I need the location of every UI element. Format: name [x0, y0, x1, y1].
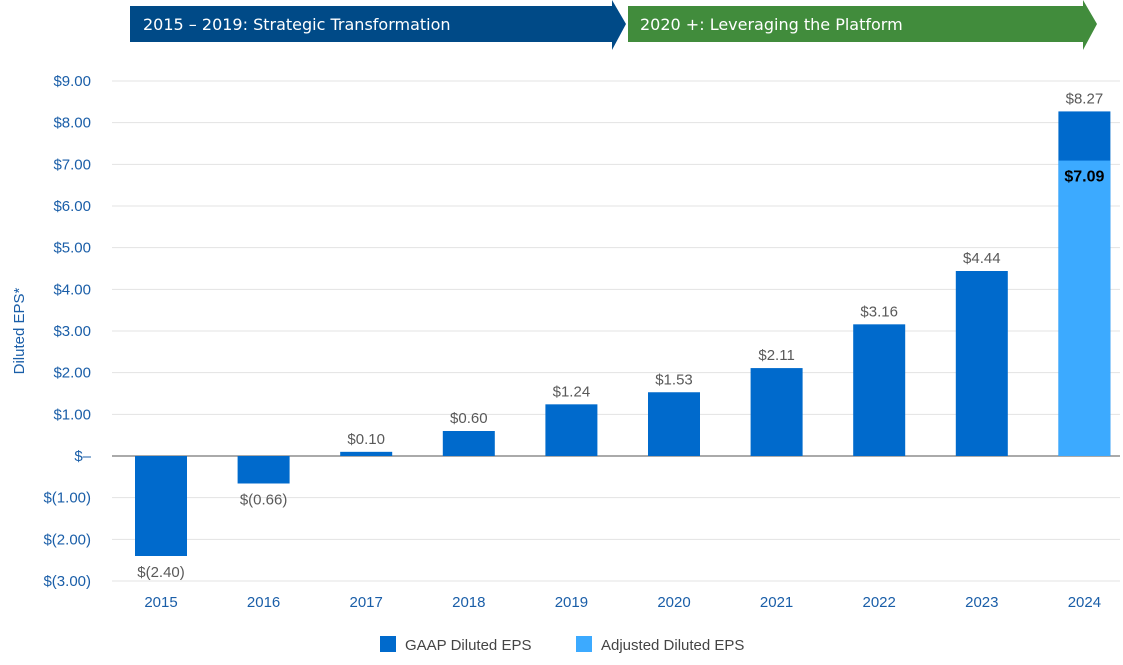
x-tick-label: 2019: [555, 594, 588, 611]
bar-gaap-2016: [237, 456, 290, 484]
x-tick-label: 2015: [144, 594, 177, 611]
data-label: $8.27: [1066, 90, 1104, 107]
bar-gaap-2018: [442, 431, 495, 456]
data-label: $1.53: [655, 371, 693, 388]
y-tick-label: $7.00: [53, 156, 91, 173]
data-label: $1.24: [553, 383, 591, 400]
y-tick-label: $5.00: [53, 240, 91, 257]
x-tick-label: 2022: [863, 594, 896, 611]
banner-strategic-transformation: 2015 – 2019: Strategic Transformation: [130, 0, 626, 50]
banner-arrow-shape: [130, 0, 626, 50]
data-label: $(0.66): [240, 492, 288, 509]
y-tick-label: $1.00: [53, 406, 91, 423]
y-tick-label: $–: [74, 448, 91, 465]
bar-gaap-2023: [955, 271, 1008, 456]
y-tick-label: $(1.00): [43, 490, 91, 507]
banner-arrow-shape: [628, 0, 1097, 50]
data-label-adjusted: $7.09: [1064, 169, 1104, 186]
x-tick-label: 2023: [965, 594, 998, 611]
bar-gaap-2020: [648, 392, 700, 456]
data-label: $0.60: [450, 410, 488, 427]
x-tick-label: 2016: [247, 594, 280, 611]
legend-label-gaap: GAAP Diluted EPS: [405, 637, 531, 654]
x-tick-label: 2024: [1068, 594, 1101, 611]
x-tick-label: 2021: [760, 594, 793, 611]
y-tick-label: $2.00: [53, 365, 91, 382]
legend: GAAP Diluted EPS Adjusted Diluted EPS: [380, 636, 744, 654]
y-tick-label: $3.00: [53, 323, 91, 340]
banner-leveraging-platform: 2020 +: Leveraging the Platform: [628, 0, 1097, 50]
bar-gaap-2022: [853, 324, 906, 456]
x-tick-label: 2017: [350, 594, 383, 611]
y-tick-label: $6.00: [53, 198, 91, 215]
y-tick-label: $8.00: [53, 115, 91, 132]
legend-label-adjusted: Adjusted Diluted EPS: [601, 637, 744, 654]
bar-gaap-2021: [750, 368, 803, 456]
bar-gaap-2017: [340, 451, 393, 456]
data-label: $0.10: [347, 431, 385, 448]
y-tick-label: $(3.00): [43, 573, 91, 590]
x-tick-label: 2018: [452, 594, 485, 611]
data-label: $4.44: [963, 250, 1001, 267]
y-tick-label: $(2.00): [43, 531, 91, 548]
legend-swatch-gaap: [380, 636, 396, 652]
legend-swatch-adjusted: [576, 636, 592, 652]
data-label: $2.11: [758, 347, 794, 364]
data-label: $(2.40): [137, 564, 185, 581]
bar-adjusted-2024: [1058, 160, 1111, 457]
y-axis-label: Diluted EPS*: [11, 287, 28, 374]
y-tick-label: $9.00: [53, 73, 91, 90]
data-label: $3.16: [860, 303, 898, 320]
y-tick-label: $4.00: [53, 281, 91, 298]
bar-gaap-2015: [135, 456, 187, 556]
bar-gaap-2019: [545, 404, 598, 456]
x-tick-label: 2020: [657, 594, 690, 611]
banner-label: 2020 +: Leveraging the Platform: [640, 15, 903, 34]
banner-label: 2015 – 2019: Strategic Transformation: [143, 15, 451, 34]
